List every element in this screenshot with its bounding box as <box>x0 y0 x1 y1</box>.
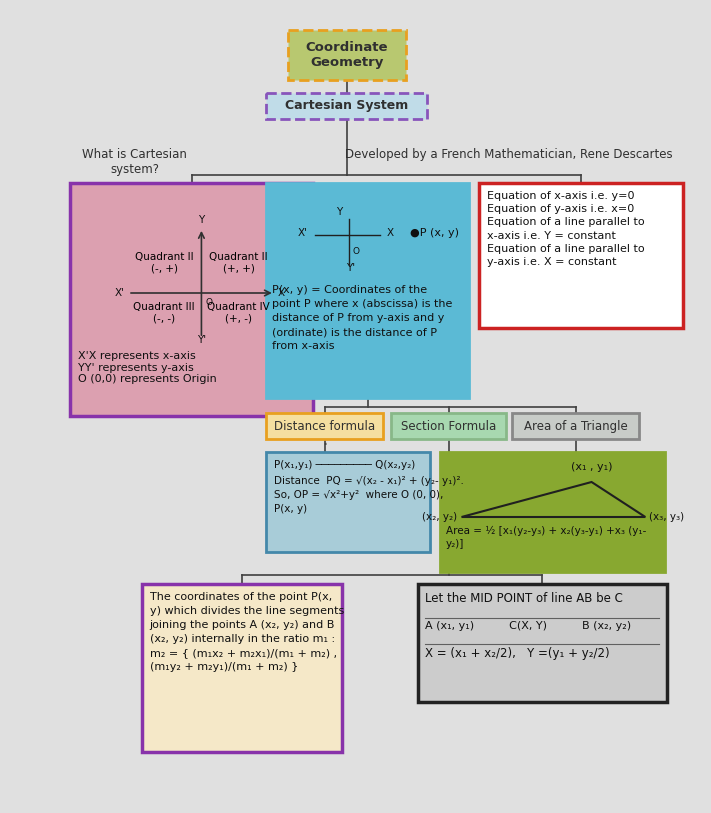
Text: X': X' <box>298 228 308 238</box>
Text: Area = ½ [x₁(y₂-y₃) + x₂(y₃-y₁) +x₃ (y₁-
y₂)]: Area = ½ [x₁(y₂-y₃) + x₂(y₃-y₁) +x₃ (y₁-… <box>446 526 646 550</box>
Bar <box>266 183 469 398</box>
Text: Distance formula: Distance formula <box>274 420 375 433</box>
Text: Equation of x-axis i.e. y=0
Equation of y-axis i.e. x=0
Equation of a line paral: Equation of x-axis i.e. y=0 Equation of … <box>487 191 645 267</box>
Bar <box>289 30 406 80</box>
Text: O: O <box>205 298 213 307</box>
Text: Area of a Triangle: Area of a Triangle <box>524 420 628 433</box>
Text: Y': Y' <box>346 263 356 273</box>
Text: P(x, y) = Coordinates of the
point P where x (abscissa) is the
distance of P fro: P(x, y) = Coordinates of the point P whe… <box>272 285 452 351</box>
Text: X': X' <box>115 288 125 298</box>
Text: Quadrant IV
(+, -): Quadrant IV (+, -) <box>207 302 270 324</box>
Text: Quadrant III
(-, -): Quadrant III (-, -) <box>134 302 195 324</box>
Text: What is Cartesian
system?: What is Cartesian system? <box>82 148 188 176</box>
Text: O: O <box>353 247 360 256</box>
Bar <box>391 413 506 439</box>
Text: Quadrant II
(-, +): Quadrant II (-, +) <box>135 252 193 274</box>
Bar <box>266 413 383 439</box>
Text: Y': Y' <box>197 335 206 345</box>
Bar <box>266 93 427 119</box>
Text: The coordinates of the point P(x,
y) which divides the line segments
joining the: The coordinates of the point P(x, y) whi… <box>149 592 344 672</box>
Text: .: . <box>322 431 327 449</box>
Text: P(x₁,y₁) ───────── Q(x₂,y₂): P(x₁,y₁) ───────── Q(x₂,y₂) <box>274 460 415 470</box>
Bar <box>417 584 667 702</box>
Bar <box>479 183 683 328</box>
Text: Cartesian System: Cartesian System <box>285 99 408 112</box>
Bar <box>141 584 342 752</box>
Text: A (x₁, y₁)          C(X, Y)          B (x₂, y₂): A (x₁, y₁) C(X, Y) B (x₂, y₂) <box>425 621 631 631</box>
Text: Y: Y <box>336 207 343 217</box>
Bar <box>513 413 639 439</box>
Text: Coordinate
Geometry: Coordinate Geometry <box>306 41 388 69</box>
Text: X: X <box>386 228 393 238</box>
Text: Section Formula: Section Formula <box>401 420 496 433</box>
Text: ●P (x, y): ●P (x, y) <box>410 228 459 238</box>
Text: (x₁ , y₁): (x₁ , y₁) <box>571 462 612 472</box>
Text: X = (x₁ + x₂/2),   Y =(y₁ + y₂/2): X = (x₁ + x₂/2), Y =(y₁ + y₂/2) <box>425 647 610 660</box>
Bar <box>440 452 665 572</box>
Text: X'X represents x-axis
YY' represents y-axis
O (0,0) represents Origin: X'X represents x-axis YY' represents y-a… <box>78 351 217 385</box>
Text: Let the MID POINT of line AB be C: Let the MID POINT of line AB be C <box>425 592 624 605</box>
Text: Y: Y <box>198 215 205 225</box>
Text: X: X <box>278 288 285 298</box>
Text: Distance  PQ = √(x₂ - x₁)² + (y₂- y₁)².
So, OP = √x²+y²  where O (0, 0),
P(x, y): Distance PQ = √(x₂ - x₁)² + (y₂- y₁)². S… <box>274 476 464 514</box>
Bar <box>70 183 313 416</box>
Text: (x₂, y₂): (x₂, y₂) <box>422 512 458 522</box>
Text: (x₃, y₃): (x₃, y₃) <box>649 512 685 522</box>
Text: Quadrant II
(+, +): Quadrant II (+, +) <box>209 252 268 274</box>
Text: Developed by a French Mathematician, Rene Descartes: Developed by a French Mathematician, Ren… <box>345 148 673 161</box>
Bar <box>266 452 430 552</box>
